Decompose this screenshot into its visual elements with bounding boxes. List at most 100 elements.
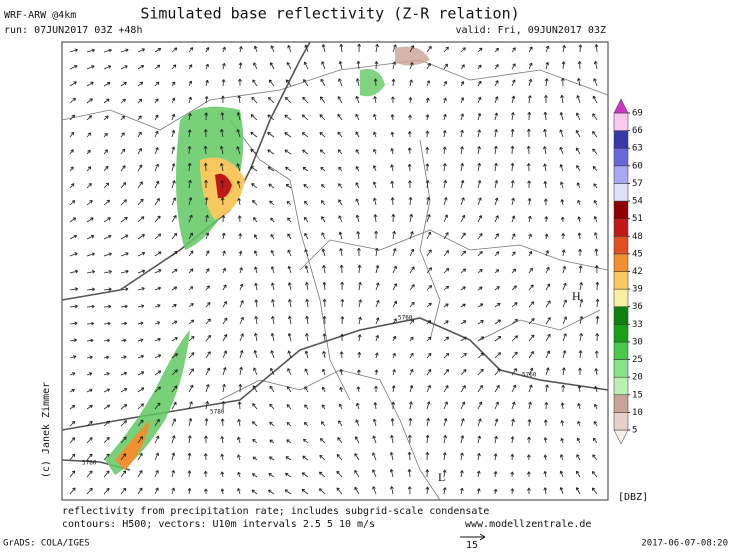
colorbar-label: 10 [632, 408, 643, 418]
wind-arrow [577, 216, 582, 223]
wind-arrow [372, 486, 377, 495]
wind-arrow [120, 287, 129, 292]
wind-arrow [477, 96, 482, 104]
wind-arrow [120, 371, 128, 376]
wind-arrow [528, 384, 533, 393]
wind-arrow [409, 213, 413, 223]
wind-arrow [270, 282, 275, 291]
wind-arrow [511, 47, 516, 53]
wind-arrow [355, 198, 360, 206]
wind-arrow [409, 79, 413, 87]
wind-arrow [188, 64, 193, 70]
wind-arrow [528, 284, 534, 291]
wind-arrow [154, 469, 159, 478]
wind-arrow [545, 45, 550, 53]
wind-arrow [390, 164, 394, 172]
wind-arrow [562, 316, 568, 325]
wind-arrow [591, 487, 598, 495]
border-line [229, 119, 351, 401]
wind-arrow [494, 352, 502, 359]
wind-arrow [340, 316, 345, 325]
wind-arrow [426, 401, 431, 410]
wind-arrow [511, 335, 518, 342]
wind-arrow [120, 404, 128, 410]
wind-arrow [528, 351, 534, 359]
wind-arrow [477, 162, 482, 172]
wind-arrow [407, 147, 412, 155]
wind-arrow [560, 420, 565, 427]
wind-arrow [154, 251, 162, 257]
wind-arrow [426, 417, 430, 427]
wind-arrow [171, 64, 177, 70]
wind-arrow [426, 196, 431, 206]
wind-arrow [120, 48, 129, 53]
wind-arrow [375, 317, 380, 325]
wind-arrow [579, 333, 583, 342]
wind-arrow [69, 388, 75, 393]
wind-arrow [103, 372, 110, 376]
wind-arrow [477, 80, 482, 87]
wind-arrow [137, 198, 144, 206]
colorbar-label: 20 [632, 373, 643, 383]
wind-arrow [301, 132, 309, 138]
wind-arrow [250, 114, 258, 121]
wind-arrow [544, 216, 549, 223]
colorbar-label: 33 [632, 320, 643, 330]
wind-arrow [477, 64, 482, 70]
colorbar-segment [613, 218, 629, 237]
wind-arrow [355, 113, 360, 121]
wind-arrow [407, 451, 412, 461]
wind-arrow [319, 149, 326, 155]
wind-arrow [220, 197, 225, 206]
wind-arrow [511, 268, 517, 274]
wind-arrow [286, 386, 292, 393]
wind-arrow [221, 401, 226, 410]
wind-arrow [86, 372, 93, 376]
wind-arrow [594, 385, 598, 393]
wind-arrow [86, 115, 92, 121]
wind-arrow [593, 420, 598, 427]
wind-arrow [477, 368, 484, 376]
wind-arrow [120, 453, 127, 461]
wind-arrow [338, 420, 343, 427]
wind-arrow [592, 95, 598, 104]
wind-arrow [528, 267, 533, 274]
wind-arrow [286, 422, 292, 427]
scale-arrow-label: 15 [466, 540, 478, 549]
wind-arrow [219, 162, 224, 172]
wind-arrow [188, 179, 192, 189]
wind-arrow [391, 213, 396, 223]
wind-arrow [303, 216, 309, 223]
colorbar-label: 25 [632, 355, 643, 365]
wind-arrow [337, 113, 343, 121]
wind-arrow [171, 286, 178, 291]
wind-arrow [171, 97, 176, 104]
wind-arrow [86, 81, 94, 87]
wind-arrow [527, 198, 532, 206]
wind-arrow [236, 146, 241, 155]
wind-arrow [494, 368, 501, 376]
wind-arrow [355, 182, 360, 189]
wind-arrow [287, 249, 292, 257]
wind-arrow [409, 319, 415, 325]
colorbar-segment [613, 147, 629, 167]
wind-arrow [188, 335, 195, 342]
wind-arrow [511, 368, 517, 376]
wind-arrow [204, 488, 208, 495]
wind-arrow [303, 200, 309, 206]
wind-arrow [86, 453, 93, 461]
wind-arrow [392, 300, 398, 308]
wind-arrow [511, 112, 515, 121]
wind-arrow [527, 95, 532, 104]
wind-arrow [205, 367, 211, 376]
wind-arrow [237, 488, 241, 495]
wind-arrow [577, 199, 581, 206]
wind-arrow [477, 112, 482, 121]
wind-arrow [443, 250, 450, 257]
wind-arrow [319, 131, 326, 138]
wind-arrow [205, 302, 211, 308]
wind-arrow [543, 437, 548, 444]
wind-arrow [560, 181, 564, 189]
wind-arrow [511, 384, 517, 393]
wind-arrow [188, 197, 193, 206]
